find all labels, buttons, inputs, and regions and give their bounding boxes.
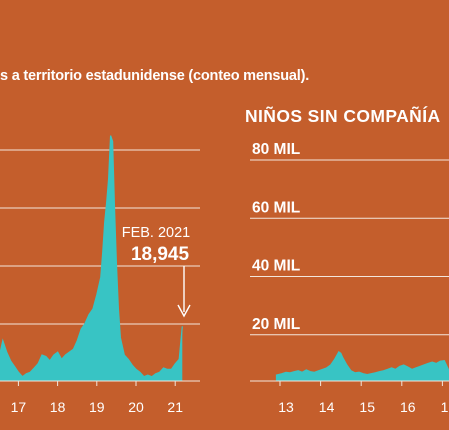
right-chart [250, 351, 449, 382]
left-x-tick-label: 20 [128, 399, 144, 415]
left-series-line [0, 135, 183, 378]
left-chart [0, 135, 200, 382]
left-chart-annotation: FEB. 2021 18,945 [122, 225, 191, 318]
right-y-tick-label: 80 MIL [252, 141, 300, 158]
right-series-area [275, 351, 449, 381]
right-y-tick-label: 20 MIL [252, 316, 300, 333]
top-strip [0, 0, 449, 44]
right-y-tick-label: 40 MIL [252, 258, 300, 275]
left-x-tick-label: 18 [50, 399, 66, 415]
right-x-tick-label: 16 [400, 399, 416, 415]
left-chart-x-ticks: 17 18 19 20 21 [11, 381, 183, 415]
left-x-tick-label: 21 [167, 399, 183, 415]
right-x-tick-label: 17 [441, 399, 449, 415]
right-chart-title: NIÑOS SIN COMPAÑÍA [245, 106, 441, 126]
left-series-area [0, 135, 183, 381]
left-x-tick-label: 19 [89, 399, 105, 415]
left-x-tick-label: 17 [11, 399, 27, 415]
chart-subtitle: s a territorio estadunidense (conteo men… [0, 68, 310, 84]
right-x-tick-label: 13 [278, 399, 294, 415]
right-y-tick-label: 60 MIL [252, 199, 300, 216]
right-x-tick-label: 15 [359, 399, 375, 415]
annotation-date-label: FEB. 2021 [122, 225, 191, 241]
right-chart-x-ticks: 13 14 15 16 17 [278, 381, 449, 415]
right-chart-y-ticks: 80 MIL 60 MIL 40 MIL 20 MIL [252, 141, 300, 333]
annotation-value-label: 18,945 [131, 244, 190, 265]
annotation-arrow-head [177, 304, 191, 318]
right-series-line [275, 351, 449, 376]
right-chart-gridlines [250, 159, 449, 336]
right-x-tick-label: 14 [319, 399, 335, 415]
